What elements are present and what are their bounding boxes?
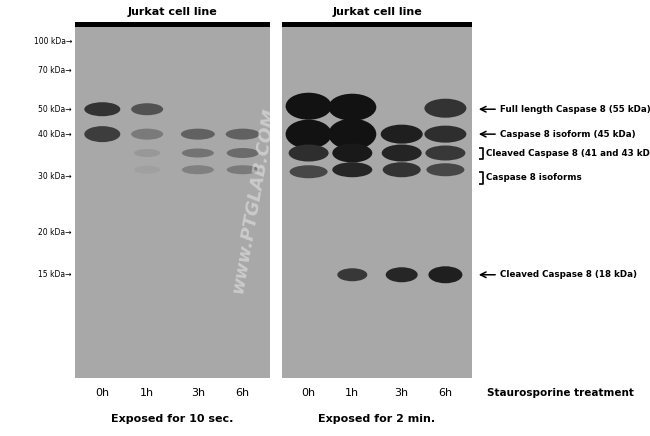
Ellipse shape [337,268,367,281]
Ellipse shape [426,163,464,176]
Ellipse shape [424,126,467,143]
Ellipse shape [84,126,120,142]
Ellipse shape [385,267,418,282]
Bar [75,22,270,27]
Text: 0h: 0h [302,388,316,398]
Bar [75,22,270,378]
Text: 6h: 6h [236,388,250,398]
Ellipse shape [290,165,328,178]
Text: 3h: 3h [395,388,409,398]
Ellipse shape [332,162,372,177]
Ellipse shape [424,99,467,118]
Ellipse shape [181,129,215,140]
Text: 100 kDa→: 100 kDa→ [34,37,72,46]
Ellipse shape [428,266,462,283]
Ellipse shape [182,149,214,157]
Ellipse shape [226,129,260,140]
Text: Full length Caspase 8 (55 kDa): Full length Caspase 8 (55 kDa) [500,105,650,114]
Text: Staurosporine treatment: Staurosporine treatment [487,388,634,398]
Ellipse shape [285,93,332,120]
Ellipse shape [131,103,163,115]
Text: Caspase 8 isoforms: Caspase 8 isoforms [486,173,582,182]
Text: 0h: 0h [96,388,109,398]
Text: 70 kDa→: 70 kDa→ [38,65,72,75]
Text: 15 kDa→: 15 kDa→ [38,270,72,279]
Text: 40 kDa→: 40 kDa→ [38,129,72,139]
Text: 6h: 6h [438,388,452,398]
Text: 20 kDa→: 20 kDa→ [38,228,72,237]
Ellipse shape [332,143,372,163]
Ellipse shape [182,165,214,174]
Text: Exposed for 2 min.: Exposed for 2 min. [318,414,436,424]
Bar [282,22,472,378]
Text: Cleaved Caspase 8 (18 kDa): Cleaved Caspase 8 (18 kDa) [500,270,637,279]
Ellipse shape [328,94,376,121]
Ellipse shape [425,146,465,160]
Text: 1h: 1h [345,388,359,398]
Text: 3h: 3h [191,388,205,398]
Ellipse shape [227,148,259,158]
Ellipse shape [289,144,329,161]
Text: Exposed for 10 sec.: Exposed for 10 sec. [111,414,234,424]
Bar [282,22,472,27]
Text: Jurkat cell line: Jurkat cell line [127,7,217,17]
Ellipse shape [131,129,163,140]
Ellipse shape [381,125,422,143]
Text: www.PTGLAB.COM: www.PTGLAB.COM [228,106,279,294]
Text: 1h: 1h [140,388,154,398]
Ellipse shape [328,119,376,150]
Ellipse shape [285,119,332,149]
Ellipse shape [134,149,160,157]
Ellipse shape [134,166,160,174]
Text: Caspase 8 isoform (45 kDa): Caspase 8 isoform (45 kDa) [500,129,636,139]
Text: Jurkat cell line: Jurkat cell line [332,7,422,17]
Ellipse shape [382,144,422,161]
Text: 50 kDa→: 50 kDa→ [38,105,72,114]
Ellipse shape [227,165,259,174]
Text: Cleaved Caspase 8 (41 and 43 kDa): Cleaved Caspase 8 (41 and 43 kDa) [486,149,650,158]
Ellipse shape [84,102,120,116]
Ellipse shape [383,162,421,177]
Text: 30 kDa→: 30 kDa→ [38,172,72,181]
